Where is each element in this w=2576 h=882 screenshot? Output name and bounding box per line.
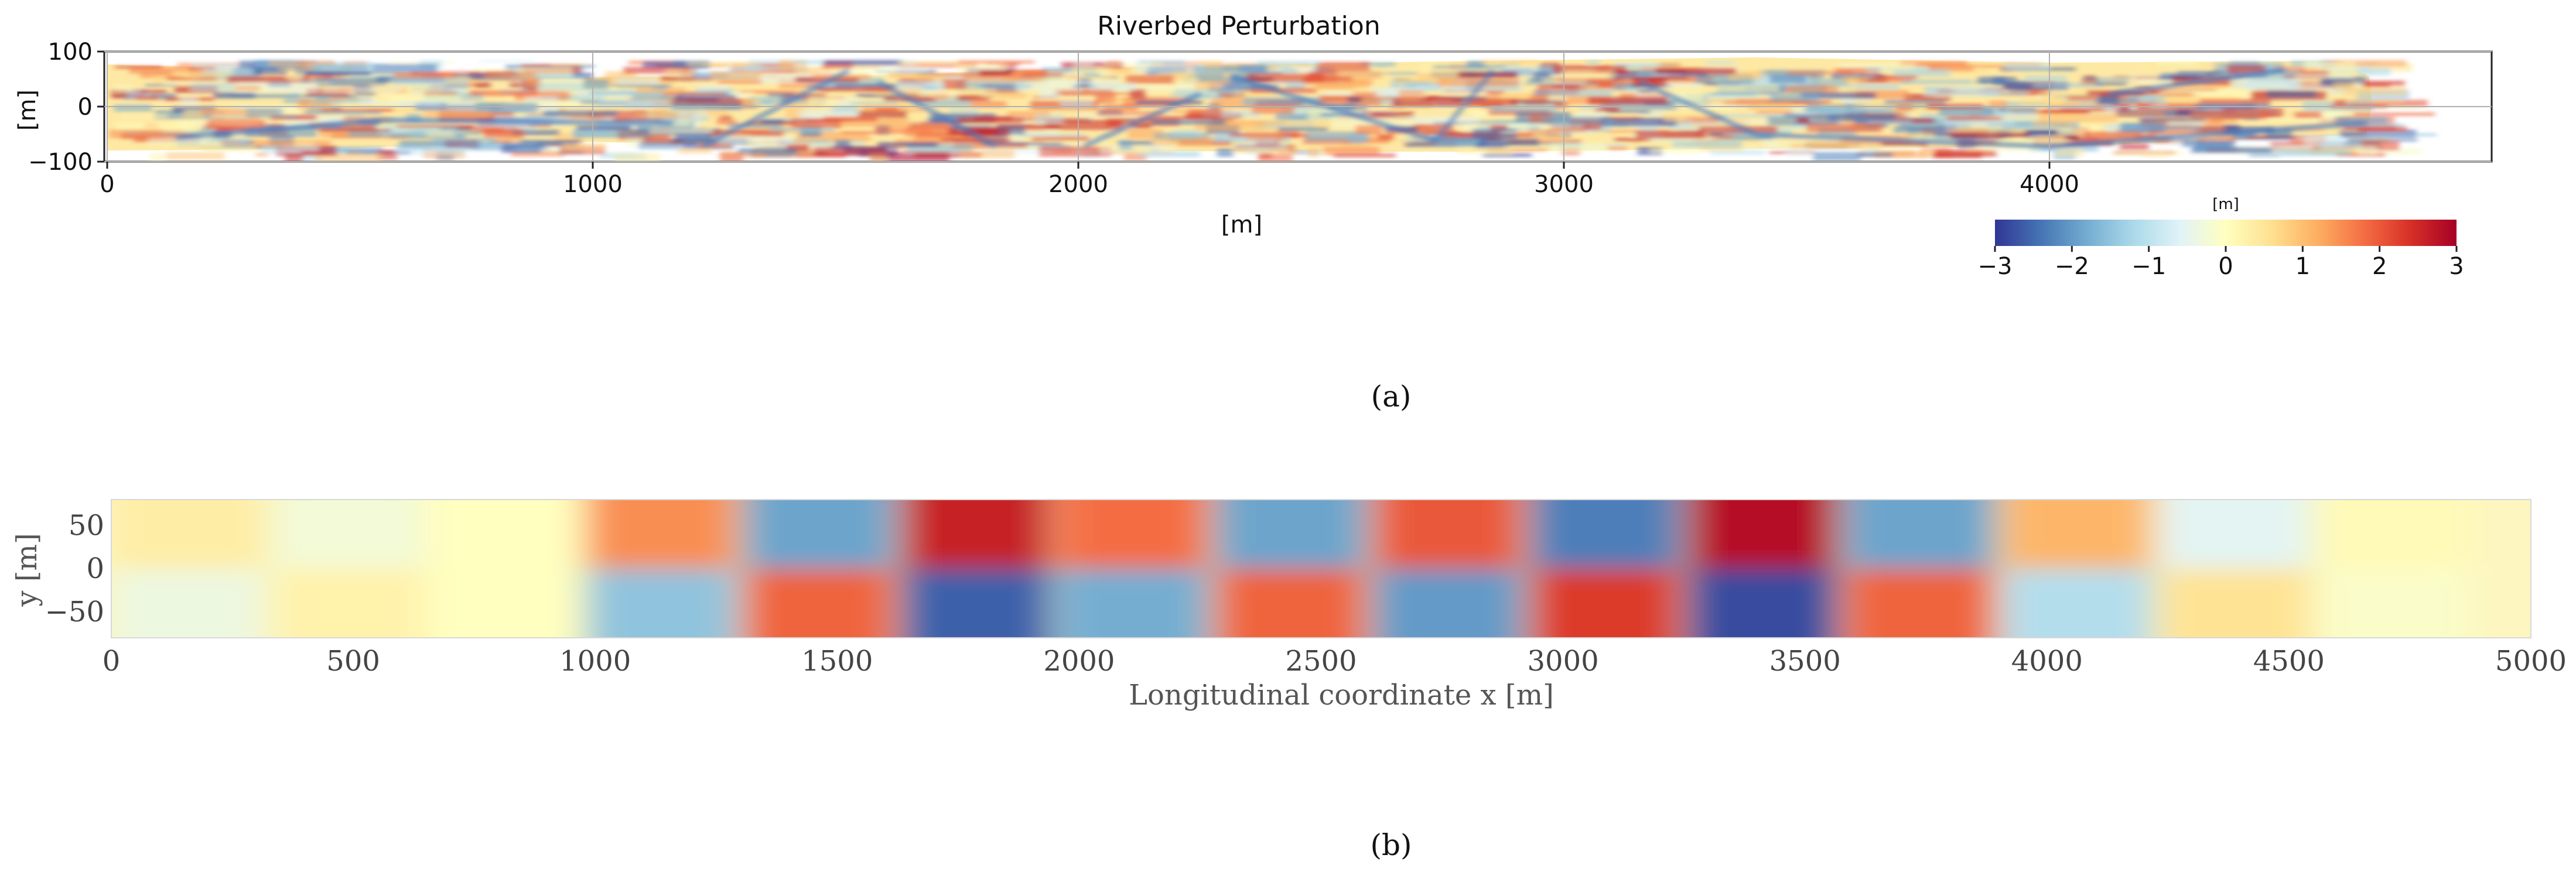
chart-b-cell-upper [1841, 500, 1999, 569]
chart-b-cell-lower [2313, 569, 2471, 638]
chart-b-cell-lower [1841, 569, 1999, 638]
chart-b-node-line [1206, 500, 1218, 638]
chart-b-ytick-label: 0 [86, 552, 104, 585]
chart-b-xtick-label: 5000 [2495, 645, 2567, 678]
chart-b-node-line [1049, 500, 1061, 638]
colorbar-tick-label: 1 [2295, 253, 2310, 280]
chart-b-node-line [2307, 500, 2319, 638]
chart-b-node-line [1521, 500, 1533, 638]
chart-a-xtick-label: 2000 [1048, 171, 1108, 198]
chart-b-xtick-label: 3000 [1528, 645, 1599, 678]
chart-a-ytick-label: 100 [48, 39, 93, 66]
panel-a: Riverbed Perturbation 0 1000 2000 3000 40001… [14, 11, 2493, 413]
chart-b-node-line [1835, 500, 1847, 638]
chart-b-cell-lower [1684, 569, 1842, 638]
chart-b-cell-lower [1055, 569, 1212, 638]
chart-b-cell-upper [583, 500, 741, 569]
chart-b-cell-upper [1684, 500, 1842, 569]
chart-b-cell-upper [1369, 500, 1527, 569]
chart-b-xtick-label: 2000 [1043, 645, 1115, 678]
chart-b-xtick-label: 2500 [1285, 645, 1357, 678]
chart-a-heatmap [107, 57, 2437, 161]
chart-b-cell-upper [2155, 500, 2314, 569]
colorbar-tick-label: 2 [2372, 253, 2387, 280]
colorbar-label: [m] [2212, 196, 2239, 213]
chart-b-cell-lower [268, 569, 426, 638]
chart-b-cell-lower [1369, 569, 1527, 638]
chart-b-node-line [1364, 500, 1376, 638]
chart-b-ytick-label: −50 [45, 596, 104, 628]
chart-b-cell-lower [2155, 569, 2314, 638]
chart-b-cell-upper [1212, 500, 1370, 569]
chart-b-node-line [891, 500, 904, 638]
chart-b-xtick-label: 3500 [1769, 645, 1841, 678]
chart-b-node-line [577, 500, 589, 638]
chart-b-xtick-label: 0 [103, 645, 121, 678]
chart-b-cell-upper [111, 500, 269, 569]
chart-a-xtick-label: 3000 [1534, 171, 1594, 198]
chart-a-ytick-label: −100 [28, 149, 93, 176]
chart-a-title: Riverbed Perturbation [1097, 11, 1380, 41]
chart-a-grid [104, 51, 2492, 162]
chart-b-node-line [2150, 500, 2162, 638]
panel-b-label: (b) [1370, 828, 1412, 862]
chart-b-cell-upper [426, 500, 583, 569]
chart-b-cell-lower [426, 569, 583, 638]
chart-b-cell-lower [1998, 569, 2156, 638]
chart-a-xtick-label: 4000 [2020, 171, 2079, 198]
panel-a-label: (a) [1371, 380, 1412, 413]
colorbar-tick-label: −2 [2055, 253, 2089, 280]
chart-b-cell-upper [1055, 500, 1212, 569]
colorbar-tick-label: −3 [1978, 253, 2013, 280]
colorbar-tick-label: −1 [2131, 253, 2166, 280]
chart-b-xlabel: Longitudinal coordinate x [m] [1129, 679, 1554, 712]
chart-b-node-line [420, 500, 432, 638]
panel-b: 0 500 1000 1500 2000 2500 3000 3500 4000 4500 5000… [11, 499, 2567, 862]
chart-a-xtick-label: 1000 [563, 171, 623, 198]
chart-b-cell-lower [1526, 569, 1685, 638]
chart-b-xtick-label: 1000 [559, 645, 631, 678]
chart-b-cell-upper [740, 500, 898, 569]
chart-b-node-line [1993, 500, 2005, 638]
chart-a-ylabel: [m] [14, 90, 41, 131]
chart-b-cell-lower [111, 569, 269, 638]
colorbar-tick-label: 0 [2218, 253, 2233, 280]
chart-b-node-line [734, 500, 747, 638]
chart-b-cell-upper [1526, 500, 1685, 569]
chart-b-xtick-label: 4500 [2253, 645, 2325, 678]
chart-b-cell-lower [583, 569, 741, 638]
chart-b-node-line [262, 500, 275, 638]
chart-b-heatmap [111, 500, 2471, 638]
chart-b-ytick-label: 50 [69, 509, 104, 542]
chart-b-xtick-label: 4000 [2011, 645, 2083, 678]
chart-b-cell-upper [2313, 500, 2471, 569]
chart-b-cell-upper [1998, 500, 2156, 569]
chart-b-xtick-label: 1500 [801, 645, 873, 678]
colorbar-gradient [1995, 220, 2457, 246]
chart-a-xtick-label: 0 [100, 171, 114, 198]
chart-b-cell-lower [740, 569, 898, 638]
chart-b-xtick-label: 500 [326, 645, 380, 678]
chart-b-ylabel: y [m] [11, 533, 43, 607]
chart-a-ytick-label: 0 [78, 94, 93, 121]
chart-b-node-line [1678, 500, 1690, 638]
chart-b-cell-lower [897, 569, 1055, 638]
chart-b-cell-lower [1212, 569, 1370, 638]
chart-b-cell-upper [897, 500, 1055, 569]
colorbar: [m] −3 −2 −1 0 1 2 3 [1978, 196, 2464, 280]
chart-a-xlabel: [m] [1221, 211, 1262, 238]
colorbar-tick-label: 3 [2449, 253, 2464, 280]
chart-b-cell-upper [268, 500, 426, 569]
